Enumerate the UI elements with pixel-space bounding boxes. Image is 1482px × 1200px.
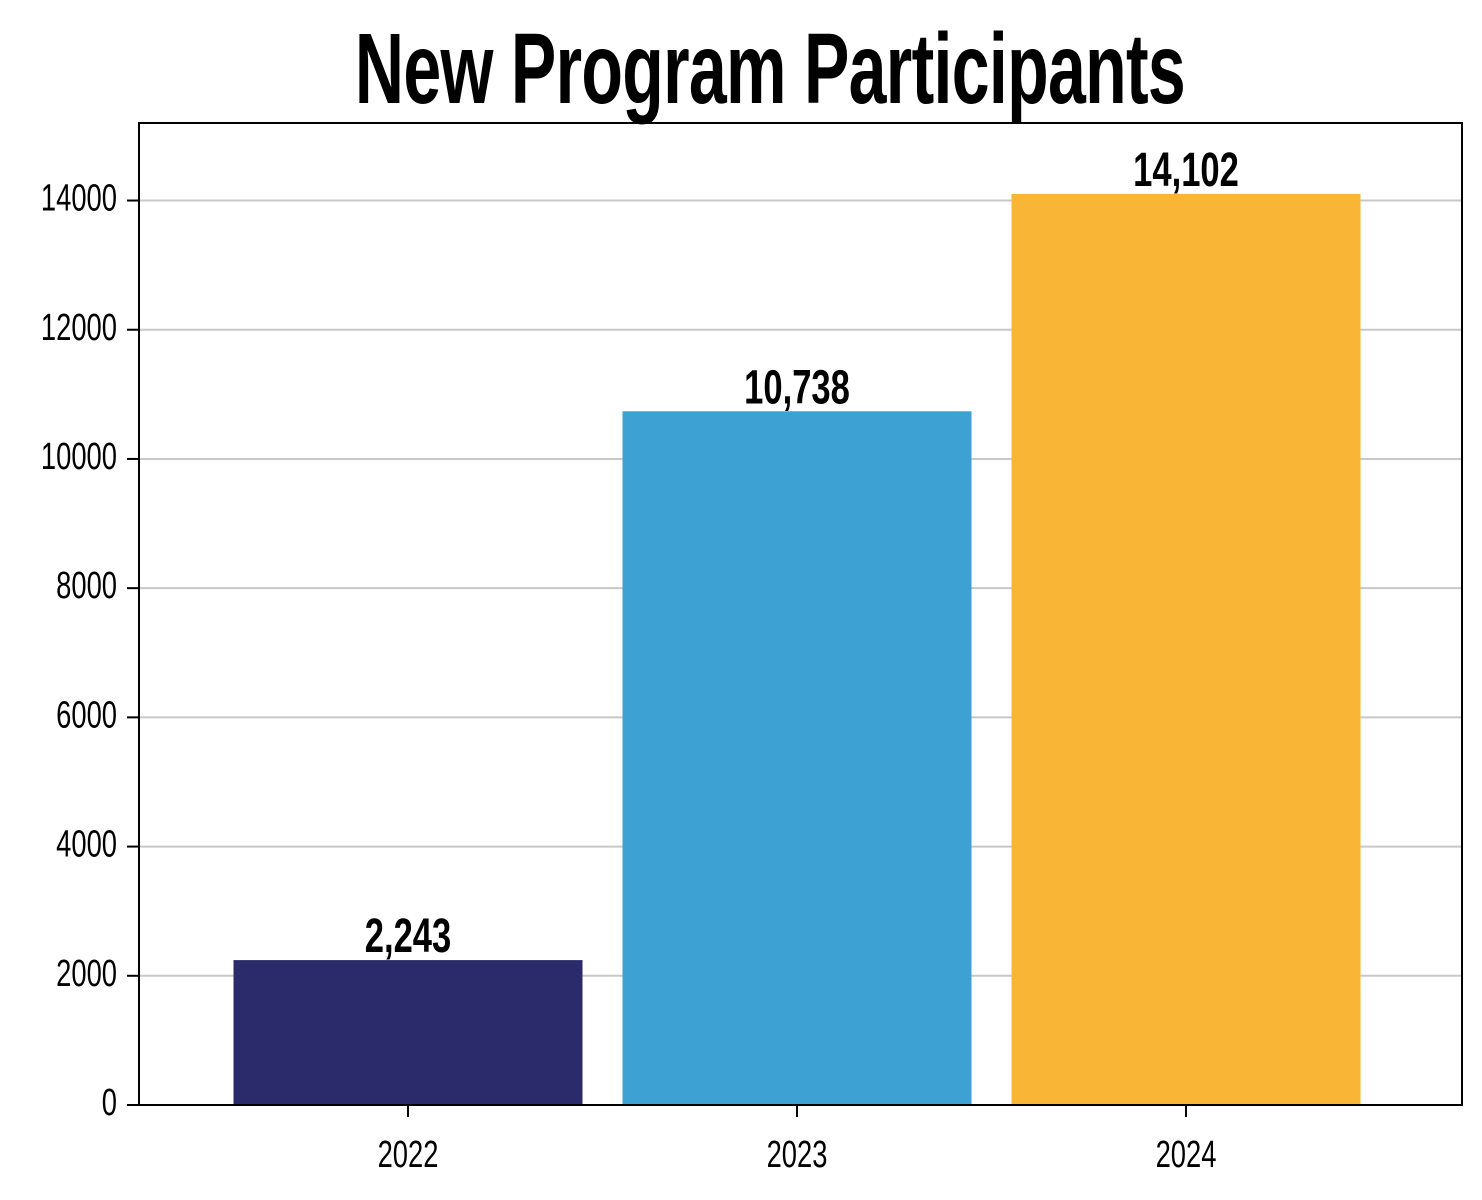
chart-title: New Program Participants xyxy=(354,13,1186,125)
data-label-2024: 14,102 xyxy=(1133,142,1239,196)
y-tick-label: 14000 xyxy=(41,177,117,219)
y-tick-label: 10000 xyxy=(41,436,117,478)
y-axis: 0 2000 4000 6000 8000 10000 12000 14000 xyxy=(41,177,139,1124)
plot-frame xyxy=(138,122,1463,1106)
x-tick-label-2024: 2024 xyxy=(1156,1134,1217,1176)
y-tick-label: 12000 xyxy=(41,306,117,348)
bar-2022 xyxy=(233,960,583,1105)
bars xyxy=(233,193,1361,1105)
y-tick-label: 2000 xyxy=(56,953,117,995)
y-tick-label: 4000 xyxy=(56,823,117,865)
y-tick-label: 8000 xyxy=(56,565,117,607)
bar-2023 xyxy=(622,411,972,1105)
bar-2024 xyxy=(1011,193,1361,1105)
y-tick-label: 0 xyxy=(102,1082,117,1124)
x-tick-label-2022: 2022 xyxy=(378,1134,439,1176)
x-tick-label-2023: 2023 xyxy=(767,1134,828,1176)
y-tick-label: 6000 xyxy=(56,694,117,736)
data-labels: 2,243 10,738 14,102 xyxy=(365,142,1239,962)
x-axis: 2022 2023 2024 xyxy=(378,1105,1217,1176)
data-label-2023: 10,738 xyxy=(744,360,850,414)
data-label-2022: 2,243 xyxy=(365,908,451,962)
